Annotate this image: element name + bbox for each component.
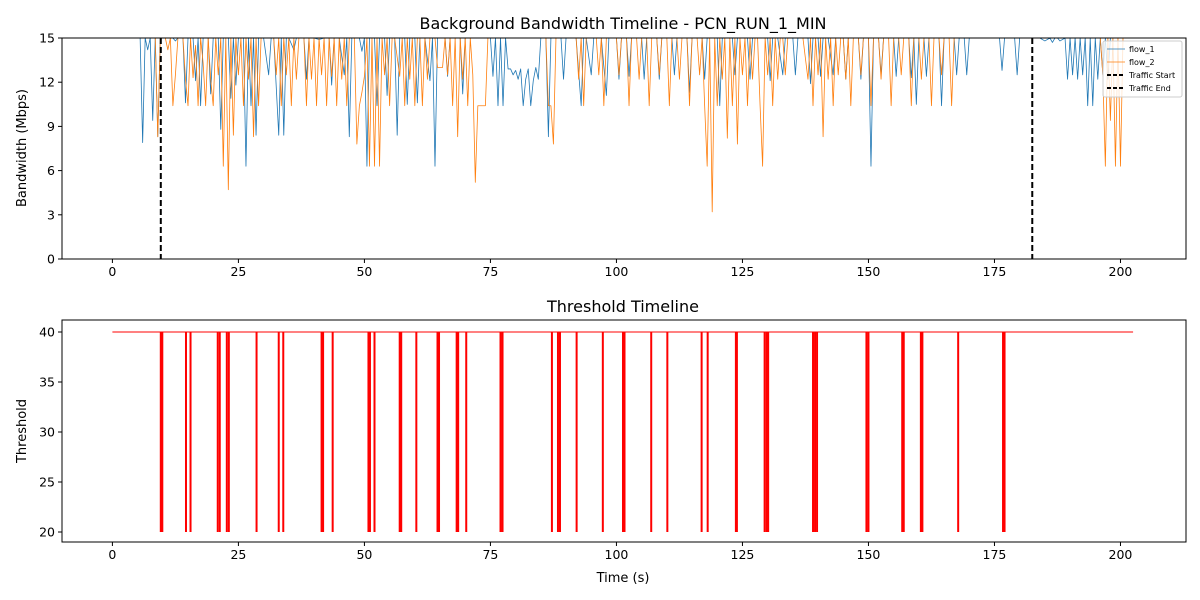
bandwidth-series-flow_1 bbox=[139, 38, 1111, 167]
bandwidth-panel: Background Bandwidth Timeline - PCN_RUN_… bbox=[15, 14, 1187, 279]
legend-label-traffic-start: Traffic Start bbox=[1128, 71, 1175, 80]
bandwidth-plot-area: 0 25 50 75 100 125 150 175 20003691215flow_1flow… bbox=[39, 31, 1187, 279]
bandwidth-x-tick-label: 125 bbox=[731, 264, 755, 279]
threshold-x-axis-label: Time (s) bbox=[596, 571, 650, 586]
bandwidth-x-tick-label: 0 bbox=[108, 264, 116, 279]
bandwidth-x-tick-label: 75 bbox=[482, 264, 498, 279]
bandwidth-chart-title: Background Bandwidth Timeline - PCN_RUN_… bbox=[419, 14, 826, 34]
threshold-chart-title: Threshold Timeline bbox=[546, 297, 699, 316]
legend-label-flow_2: flow_2 bbox=[1129, 58, 1155, 67]
bandwidth-y-tick-label: 15 bbox=[39, 31, 55, 46]
bandwidth-x-tick-label: 175 bbox=[983, 264, 1007, 279]
threshold-y-tick-label: 40 bbox=[39, 325, 55, 340]
bandwidth-axes-frame bbox=[61, 37, 1187, 260]
threshold-y-tick-label: 20 bbox=[39, 525, 55, 540]
bandwidth-legend: flow_1 flow_2 Traffic Start Traffic End bbox=[1102, 40, 1183, 98]
threshold-data-layer bbox=[112, 331, 1134, 532]
bandwidth-x-tick-label: 50 bbox=[356, 264, 372, 279]
threshold-y-tick-label: 25 bbox=[39, 475, 55, 490]
bandwidth-y-tick-label: 0 bbox=[47, 252, 55, 267]
threshold-x-tick-label: 25 bbox=[230, 547, 246, 562]
threshold-x-tick-label: 50 bbox=[356, 547, 372, 562]
bandwidth-y-tick-label: 6 bbox=[47, 163, 55, 178]
bandwidth-data-layer bbox=[139, 38, 1124, 213]
legend-box bbox=[1102, 40, 1183, 98]
legend-label-flow_1: flow_1 bbox=[1129, 45, 1155, 54]
bandwidth-y-tick-label: 3 bbox=[47, 207, 55, 222]
threshold-y-tick-label: 30 bbox=[39, 425, 55, 440]
threshold-x-tick-label: 150 bbox=[857, 547, 881, 562]
threshold-x-tick-label: 175 bbox=[983, 547, 1007, 562]
threshold-x-tick-label: 125 bbox=[731, 547, 755, 562]
threshold-y-tick-label: 35 bbox=[39, 375, 55, 390]
threshold-x-tick-label: 0 bbox=[108, 547, 116, 562]
threshold-x-tick-label: 75 bbox=[482, 547, 498, 562]
threshold-panel: Threshold Timeline Threshold Time (s) 0 2… bbox=[15, 297, 1187, 586]
bandwidth-x-tick-label: 25 bbox=[230, 264, 246, 279]
bandwidth-y-axis-label: Bandwidth (Mbps) bbox=[15, 89, 30, 207]
threshold-x-tick-label: 100 bbox=[605, 547, 629, 562]
bandwidth-y-tick-label: 12 bbox=[39, 75, 55, 90]
threshold-plot-area: 0 25 50 75 100 125 150 175 200 20 25 30 35 40 bbox=[39, 319, 1187, 562]
bandwidth-y-tick-label: 9 bbox=[47, 119, 55, 134]
bandwidth-series-flow_2 bbox=[154, 38, 1124, 213]
threshold-y-axis-label: Threshold bbox=[15, 399, 30, 464]
threshold-baseline-line bbox=[112, 331, 1134, 532]
threshold-axes-frame bbox=[61, 319, 1187, 543]
legend-label-traffic-end: Traffic End bbox=[1128, 84, 1171, 93]
bandwidth-x-tick-label: 100 bbox=[605, 264, 629, 279]
threshold-x-tick-label: 200 bbox=[1109, 547, 1133, 562]
bandwidth-x-tick-label: 200 bbox=[1109, 264, 1133, 279]
bandwidth-x-tick-label: 150 bbox=[857, 264, 881, 279]
